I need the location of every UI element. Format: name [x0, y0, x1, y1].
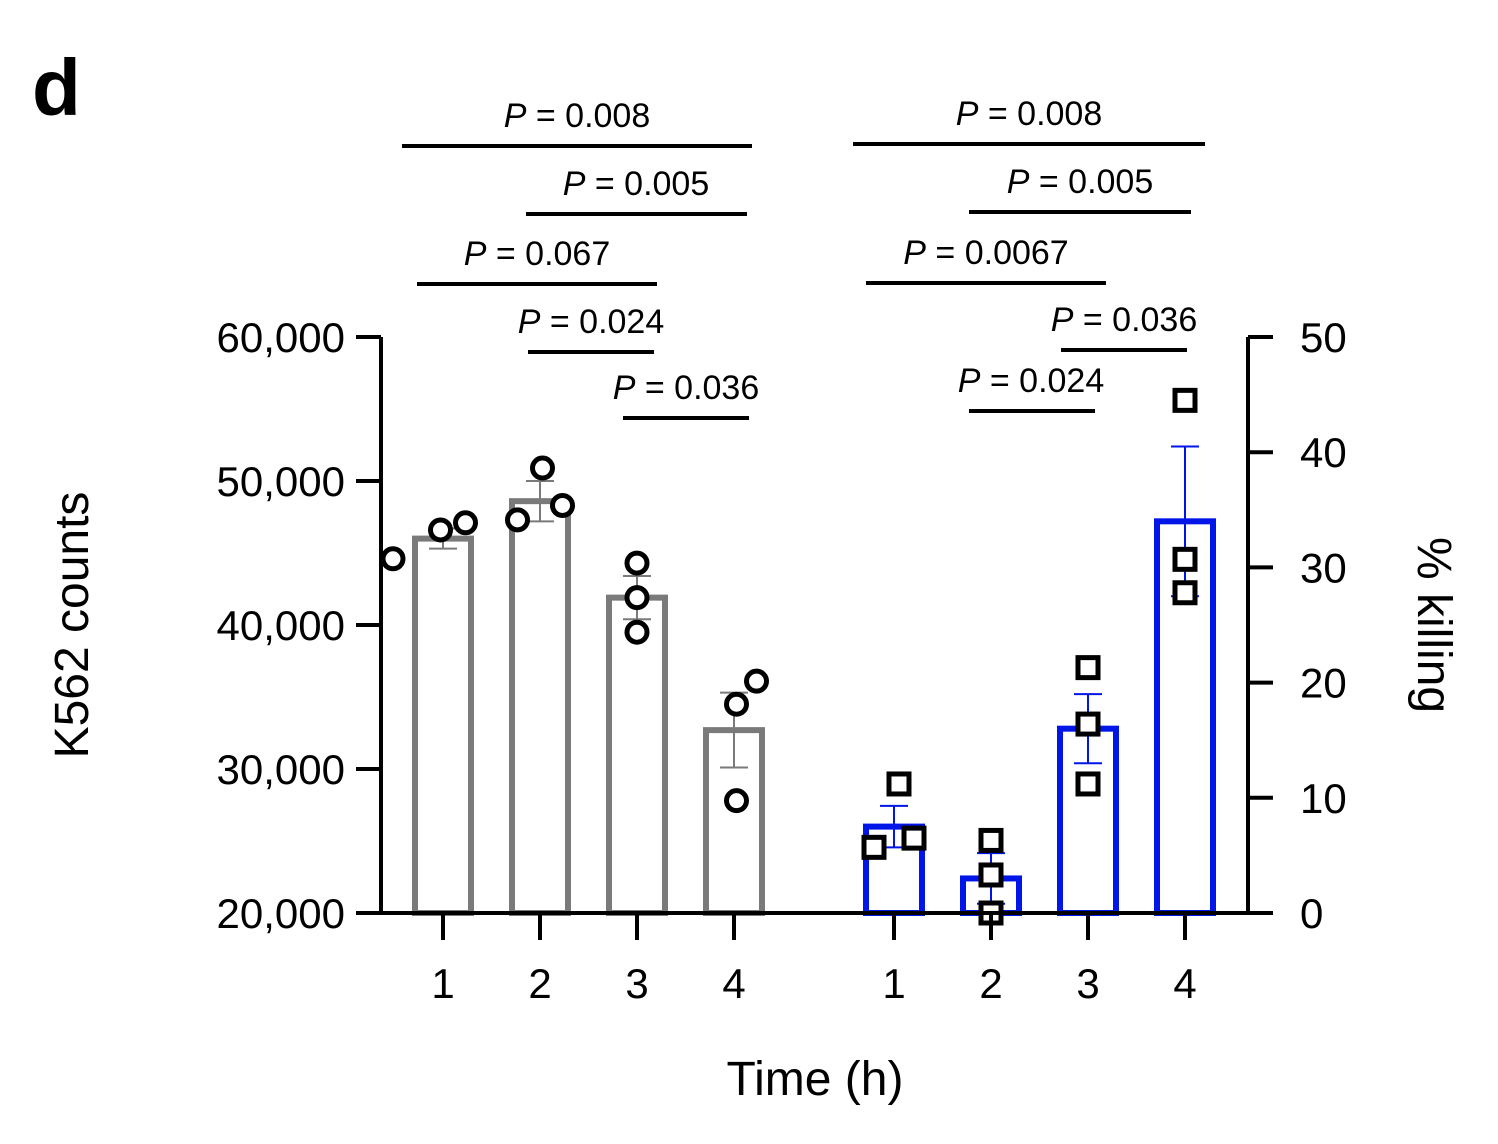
significance-bracket: P = 0.008 [853, 95, 1205, 146]
p-value-label: P = 0.008 [504, 97, 651, 135]
bar-counts-1 [412, 535, 474, 916]
point-square [1172, 546, 1198, 572]
point-circle [380, 546, 406, 572]
y-tick-label-left: 30,000 [217, 746, 345, 793]
tick-labels-layer: 20,000 30,000 40,000 50,000 60,000 0 10 20 30 40 5… [217, 314, 1347, 1007]
x-tick-label: 3 [1076, 960, 1099, 1007]
p-value-label: P = 0.005 [563, 165, 710, 203]
y-tick-label-right: 10 [1300, 775, 1347, 822]
point-circle [530, 455, 555, 481]
p-value-label: P = 0.0067 [903, 234, 1068, 272]
point-square [901, 825, 927, 851]
significance-bracket: P = 0.0067 [866, 234, 1106, 285]
significance-bracket: P = 0.067 [417, 235, 657, 286]
point-square [861, 834, 887, 860]
error-bar-0-2 [526, 480, 554, 523]
point-square [978, 827, 1004, 853]
y-tick-label-right: 40 [1300, 429, 1347, 476]
p-value-label: P = 0.024 [958, 362, 1105, 400]
y-tick-label-right: 20 [1300, 660, 1347, 707]
y-tick-label-right: 50 [1300, 314, 1347, 361]
point-square [1075, 771, 1101, 797]
point-circle [624, 619, 650, 645]
significance-bracket: P = 0.036 [1051, 301, 1198, 352]
point-circle [505, 507, 530, 533]
significance-bracket: P = 0.005 [526, 165, 747, 216]
y-tick-label-right: 0 [1300, 890, 1323, 937]
x-tick-label: 4 [722, 960, 745, 1007]
significance-bracket: P = 0.008 [402, 97, 752, 148]
x-tick-label: 1 [431, 960, 454, 1007]
x-tick-label: 2 [528, 960, 551, 1007]
point-square [1075, 655, 1101, 681]
x-tick-label: 3 [625, 960, 648, 1007]
significance-bracket: P = 0.005 [969, 163, 1191, 214]
p-value-label: P = 0.036 [1051, 301, 1198, 339]
y-tick-label-right: 30 [1300, 544, 1347, 591]
significance-bracket: P = 0.036 [613, 369, 760, 420]
points-layer [380, 387, 1198, 926]
x-tick-label: 4 [1173, 960, 1196, 1007]
point-circle [453, 510, 478, 536]
bar-counts-2 [509, 498, 571, 916]
y-axis-right-title: % killing [1407, 537, 1460, 713]
y-tick-label-left: 60,000 [217, 314, 345, 361]
x-tick-label: 1 [882, 960, 905, 1007]
comparisons-layer: P = 0.008 P = 0.005 P = 0.067 P = 0.024 P = … [402, 95, 1205, 420]
p-value-label: P = 0.067 [464, 235, 611, 273]
x-tick-label: 2 [979, 960, 1002, 1007]
point-square [1075, 711, 1101, 737]
point-circle [724, 691, 749, 717]
y-tick-label-left: 20,000 [217, 890, 345, 937]
point-circle [724, 788, 749, 814]
point-square [886, 771, 912, 797]
panel-letter: d [32, 43, 81, 132]
significance-bracket: P = 0.024 [518, 303, 665, 354]
point-circle [744, 668, 769, 694]
p-value-label: P = 0.024 [518, 303, 665, 341]
point-circle [624, 550, 650, 576]
bars-layer [412, 498, 1216, 917]
point-circle [550, 492, 575, 518]
p-value-label: P = 0.036 [613, 369, 760, 407]
y-axis-left-title: K562 counts [46, 492, 99, 759]
point-square [1172, 580, 1198, 606]
y-tick-label-left: 40,000 [217, 602, 345, 649]
p-value-label: P = 0.005 [1007, 163, 1154, 201]
point-circle [428, 517, 453, 543]
x-axis-title: Time (h) [727, 1053, 904, 1106]
point-square [1172, 387, 1198, 413]
axes-layer [356, 335, 1273, 940]
significance-bracket: P = 0.024 [958, 362, 1105, 413]
point-circle [624, 585, 650, 611]
y-tick-label-left: 50,000 [217, 458, 345, 505]
p-value-label: P = 0.008 [956, 95, 1103, 133]
point-square [978, 862, 1004, 888]
bar-counts-3 [606, 594, 668, 916]
